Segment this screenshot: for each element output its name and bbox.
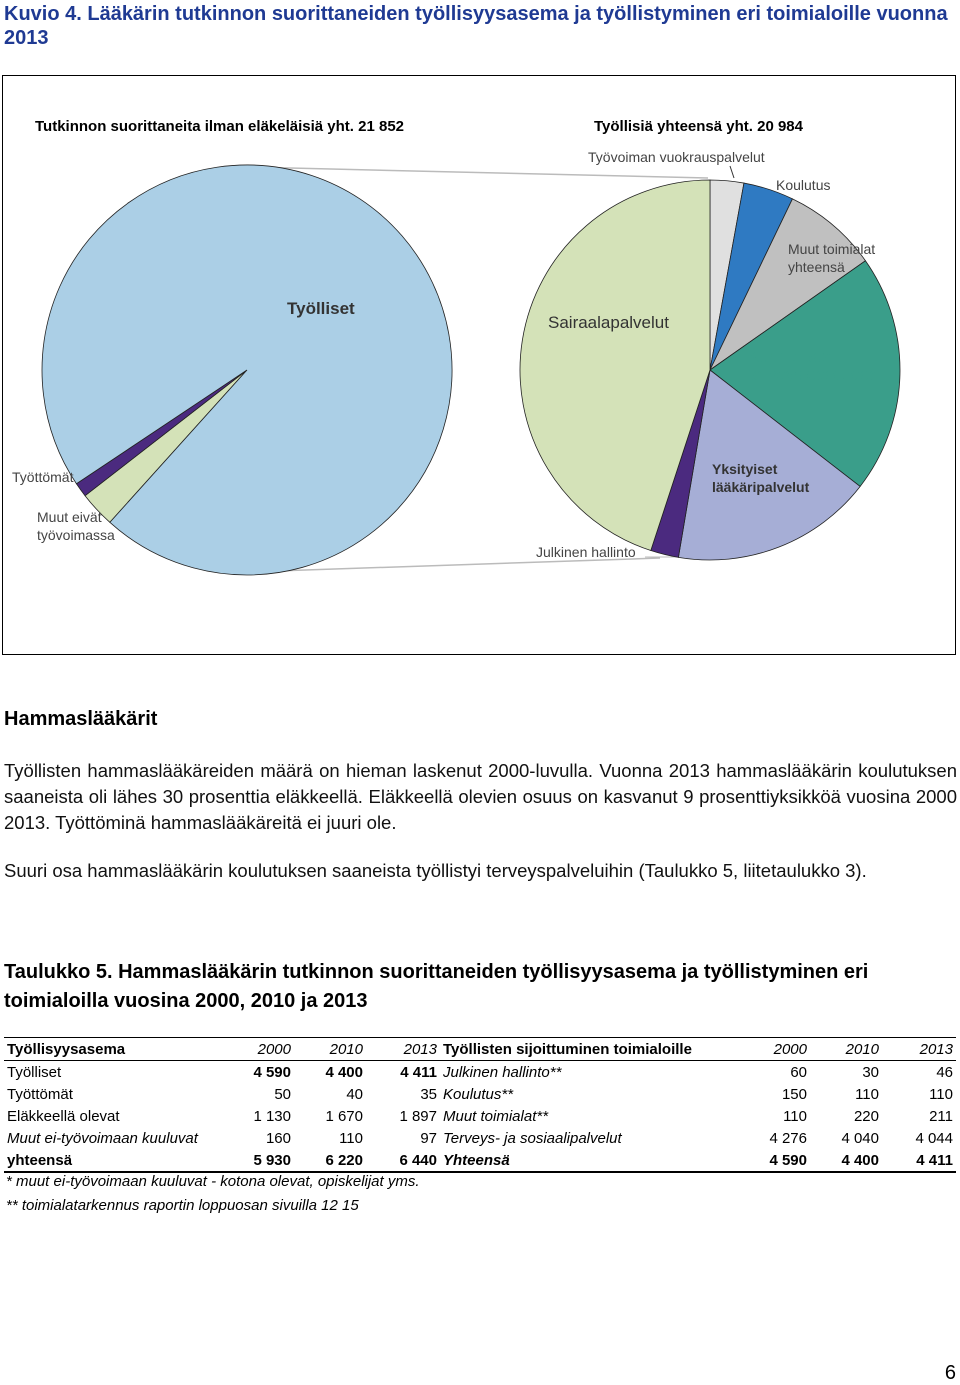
table-cell: 4 411: [882, 1149, 956, 1173]
pie-title: Tutkinnon suorittaneita ilman eläkeläisi…: [35, 118, 405, 135]
table-cell: 4 590: [253, 1063, 291, 1081]
table-cell: Muut toimialat**: [443, 1107, 549, 1125]
connector: [246, 166, 709, 179]
table-cell: 4 411: [400, 1063, 437, 1081]
pie-slice: [708, 198, 867, 372]
table-row: Muut ei-työvoimaan kuuluvat 160 110 97 Terve…: [4, 1127, 956, 1149]
table-cell: 40: [346, 1085, 363, 1103]
table-cell: 6 220: [294, 1149, 366, 1173]
page-number: 6: [944, 1362, 956, 1384]
table-cell: 46: [936, 1063, 953, 1081]
pie-slice: [709, 260, 901, 488]
footnote: ** toimialatarkennus raportin loppuosan …: [6, 1197, 359, 1214]
table-cell: 2000: [740, 1037, 810, 1061]
slice-label: Koulutus: [776, 177, 831, 193]
table-row: Työttömät 50 40 35 Koulutus** 150 110 110: [4, 1083, 956, 1105]
table-row: yhteensä 5 930 6 220 6 440 Yhteensä 4 590 4 40…: [4, 1149, 956, 1173]
slice-label: Kunnalliset terveyskeskukset: [748, 347, 879, 384]
table-cell: 160: [265, 1129, 291, 1147]
leader-line: [729, 165, 735, 179]
table-cell: Työlliset: [7, 1063, 62, 1081]
table-cell: 110: [339, 1129, 363, 1147]
table-row: Työllisyysasema 2000 2010 2013 Työllisten si…: [4, 1037, 956, 1061]
table-cell: 30: [862, 1063, 879, 1081]
slice-label: Työttömät: [12, 469, 74, 485]
table-cell: Yhteensä: [440, 1149, 740, 1173]
slice-label: Muut toimialat yhteensä: [788, 241, 876, 275]
table-cell: 211: [929, 1107, 953, 1125]
table-cell: 4 044: [915, 1129, 953, 1147]
connector: [246, 557, 661, 573]
table-cell: yhteensä: [4, 1149, 240, 1173]
table-cell: 150: [781, 1085, 807, 1103]
table-cell: 1 670: [325, 1107, 363, 1125]
table-cell: 4 590: [740, 1149, 810, 1173]
paragraph: Työllisten hammaslääkäreiden määrä on hi…: [4, 760, 957, 833]
table-cell: 2013: [366, 1037, 440, 1061]
table-cell: Koulutus**: [443, 1085, 514, 1103]
table: Työllisyysasema 2000 2010 2013 Työllisten si…: [4, 1037, 956, 1173]
table-cell: 220: [853, 1107, 879, 1125]
table-cell: 110: [855, 1085, 879, 1103]
table-cell: 97: [420, 1129, 437, 1147]
table-cell: 50: [274, 1085, 291, 1103]
table-cell: 1 897: [399, 1107, 437, 1125]
footnote: * muut ei-työvoimaan kuuluvat - kotona o…: [6, 1173, 420, 1190]
slice-label: Julkinen hallinto: [536, 544, 636, 560]
table-cell: 4 040: [841, 1129, 879, 1147]
slice-label: Sairaalapalvelut: [548, 313, 669, 332]
chart: [41, 164, 901, 576]
slice-label: Muut eivät työvoimassa: [37, 509, 115, 543]
table-cell: Työllisten sijoittuminen toimialoille: [440, 1037, 740, 1061]
figure-title: Kuvio 4. Lääkärin tutkinnon suorittaneid…: [4, 3, 948, 49]
table-cell: Eläkkeellä olevat: [7, 1107, 120, 1125]
slice-label: Työvoiman vuokrauspalvelut: [588, 149, 765, 165]
chart-frame: [2, 75, 956, 655]
table-cell: 60: [790, 1063, 807, 1081]
table-cell: 1 130: [253, 1107, 291, 1125]
table-cell: 4 276: [769, 1129, 807, 1147]
table-cell: 4 400: [810, 1149, 882, 1173]
table-row: Työlliset 4 590 4 400 4 411 Julkinen hallint…: [4, 1061, 956, 1084]
table-cell: 4 400: [325, 1063, 363, 1081]
pie-slice: [519, 179, 711, 552]
section-heading: Hammaslääkärit: [4, 708, 158, 730]
table-title: Taulukko 5. Hammaslääkärin tutkinnon suo…: [4, 961, 869, 1012]
pie-title: Työllisiä yhteensä yht. 20 984: [594, 118, 803, 135]
table-cell: 2010: [810, 1037, 882, 1061]
paragraph: Suuri osa hammaslääkärin koulutuksen saa…: [4, 860, 867, 881]
pie-slice: [677, 369, 861, 561]
table-cell: 2010: [294, 1037, 366, 1061]
table-cell: 110: [929, 1085, 953, 1103]
table-cell: Julkinen hallinto**: [443, 1063, 562, 1081]
table-cell: 2013: [882, 1037, 956, 1061]
table-cell: Terveys- ja sosiaalipalvelut: [443, 1129, 622, 1147]
table-cell: 35: [420, 1085, 437, 1103]
slice-label: Työlliset: [287, 299, 355, 318]
table-cell: Työllisyysasema: [4, 1037, 240, 1061]
table-row: Eläkkeellä olevat 1 130 1 670 1 897 Muut toi…: [4, 1105, 956, 1127]
table-cell: 5 930: [240, 1149, 294, 1173]
table-cell: 6 440: [366, 1149, 440, 1173]
table-cell: 110: [783, 1107, 807, 1125]
pie-slice: [41, 164, 453, 576]
table-cell: Työttömät: [7, 1085, 73, 1103]
slice-label: Yksityiset lääkäripalvelut: [712, 461, 810, 495]
table-cell: Muut ei-työvoimaan kuuluvat: [7, 1129, 198, 1147]
table-cell: 2000: [240, 1037, 294, 1061]
